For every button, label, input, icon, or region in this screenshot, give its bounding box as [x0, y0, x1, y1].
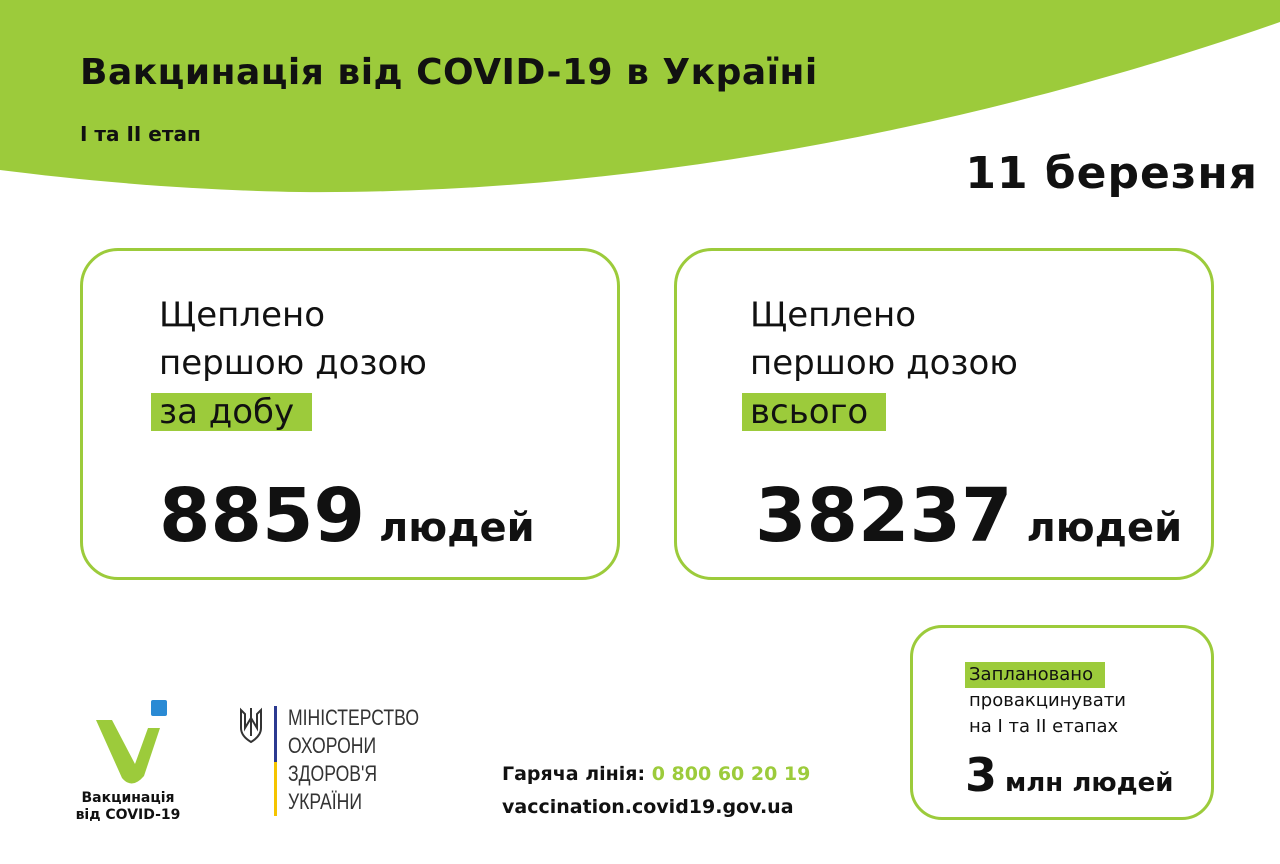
logo-line1: Вакцинація [81, 790, 175, 806]
flag-stripe-blue [274, 706, 277, 762]
card-label-line2: першою дозою [159, 343, 427, 383]
daily-count: 8859 [159, 473, 365, 559]
count-unit: людей [378, 505, 535, 551]
count-unit: людей [1026, 505, 1183, 551]
page-subtitle: I та II етап [80, 122, 201, 146]
total-count: 38237 [755, 473, 1013, 559]
total-vaccinated-card: Щеплено першою дозою всього 38237 людей [674, 248, 1214, 580]
ministry-logo: МІНІСТЕРСТВО ОХОРОНИ ЗДОРОВ'Я УКРАЇНИ [238, 705, 419, 816]
card-label-line1: Щеплено [750, 295, 917, 335]
hotline: Гаряча лінія: 0 800 60 20 19 [502, 763, 810, 785]
hotline-label: Гаряча лінія: [502, 763, 646, 785]
ministry-line1: МІНІСТЕРСТВО [288, 705, 420, 730]
card-label-line2: першою дозою [750, 343, 1018, 383]
plan-line2: провакцинувати [969, 690, 1126, 711]
report-date: 11 березня [965, 148, 1258, 199]
header-wave-background [0, 0, 1280, 193]
daily-vaccinated-card: Щеплено першою дозою за добу 8859 людей [80, 248, 620, 580]
ministry-line3: ЗДОРОВ'Я [288, 761, 378, 786]
plan-line3: на I та II етапах [969, 716, 1119, 737]
card-highlight: за добу [151, 393, 313, 431]
v-checkmark-icon [96, 700, 167, 784]
trident-icon [240, 707, 262, 744]
hotline-number[interactable]: 0 800 60 20 19 [651, 763, 811, 785]
card-label-line1: Щеплено [159, 295, 326, 335]
ministry-line4: УКРАЇНИ [288, 789, 362, 814]
card-highlight: всього [742, 393, 887, 431]
plan-card: Заплановано провакцинувати на I та II ет… [910, 625, 1214, 820]
vaccination-logo: Вакцинація від COVID-19 [76, 698, 188, 824]
plan-highlight: Заплановано [965, 662, 1106, 688]
website-link[interactable]: vaccination.covid19.gov.ua [502, 796, 794, 818]
logo-line2: від COVID-19 [75, 807, 181, 823]
page-title: Вакцинація від COVID-19 в Україні [80, 52, 818, 93]
plan-count: 3 [965, 748, 998, 802]
plan-unit: млн людей [1005, 768, 1174, 798]
flag-stripe-yellow [274, 762, 277, 816]
ministry-line2: ОХОРОНИ [288, 733, 377, 758]
